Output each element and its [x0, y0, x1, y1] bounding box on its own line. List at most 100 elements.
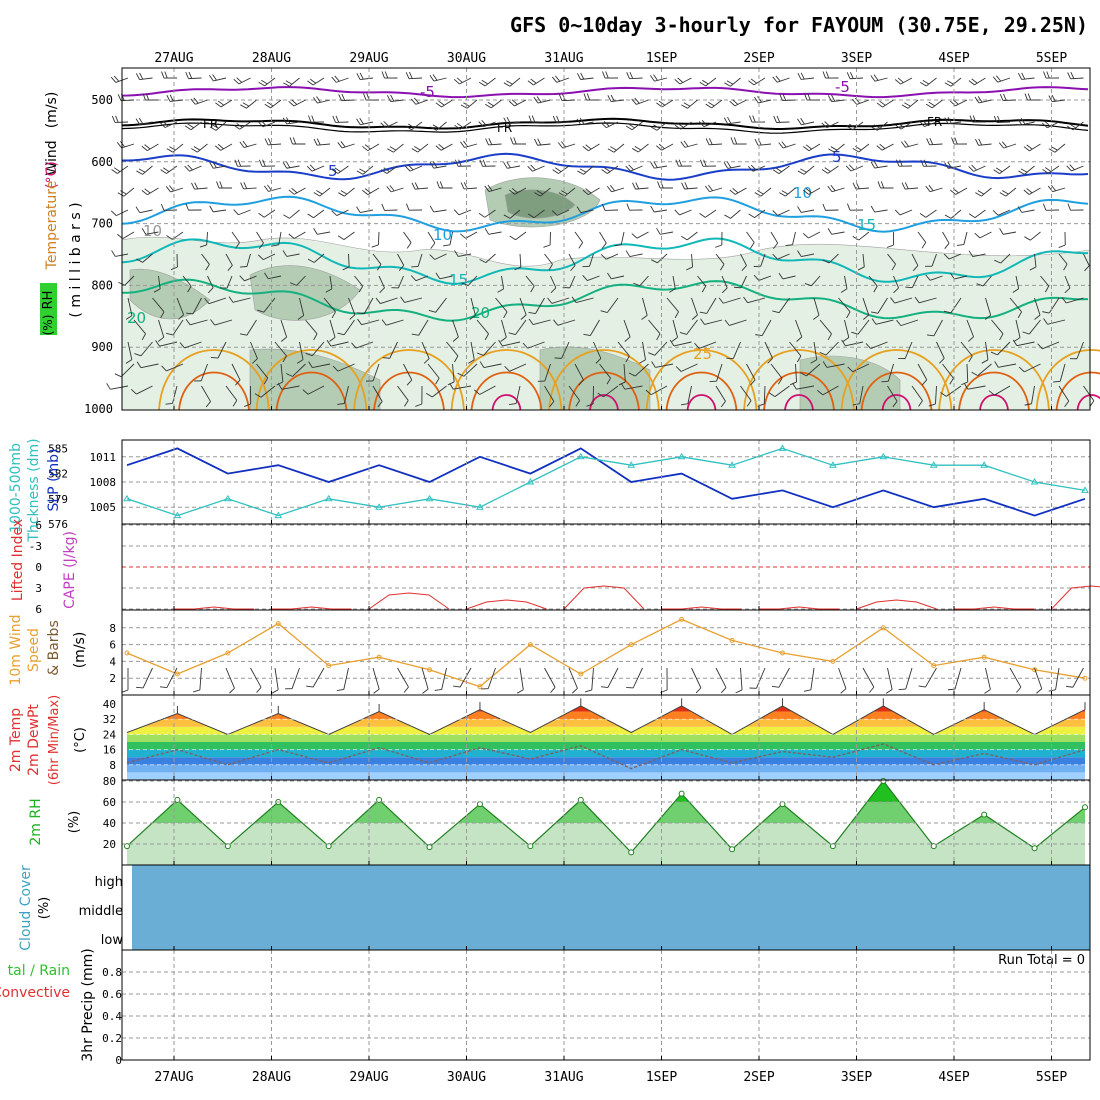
- wind-barb: [501, 275, 505, 289]
- wind-barb: [859, 385, 864, 404]
- contour-label: 10: [143, 222, 162, 240]
- wind-barb: [960, 341, 973, 357]
- wind-barb-flag: [332, 365, 339, 372]
- wind-barb: [397, 667, 409, 688]
- wind-barb: [620, 231, 625, 245]
- wind-barb-flag: [209, 205, 214, 213]
- wind-barb-flag: [292, 137, 297, 145]
- wind-barb-flag: [359, 168, 366, 173]
- thickness-series-line: [126, 447, 1086, 517]
- wind-barb: [225, 385, 238, 401]
- wind-barb-flag: [779, 93, 783, 101]
- wind-barb-flag: [571, 296, 577, 303]
- wind-barb: [449, 231, 453, 245]
- wind-barb-flag: [439, 181, 444, 189]
- rh2m-point: [930, 843, 937, 850]
- wind-barb-flag: [136, 361, 142, 368]
- wind-barb-flag: [963, 382, 969, 390]
- wind-barb: [465, 231, 478, 239]
- wind-barb-flag: [1020, 168, 1028, 173]
- wind-barb-flag: [582, 189, 589, 195]
- wind-barb-flag: [239, 141, 245, 148]
- wind-barb: [246, 319, 257, 336]
- wind-tick: 8: [109, 622, 116, 635]
- wind-barb: [1071, 165, 1084, 172]
- thickness-point: [778, 444, 787, 451]
- wind-barb: [514, 99, 527, 107]
- wind-barb-flag: [741, 265, 747, 272]
- wind-barb-flag: [536, 190, 544, 195]
- wind-barb: [875, 319, 894, 325]
- wind-barb: [280, 363, 284, 382]
- wind-barb-flag: [234, 159, 238, 167]
- wind-barb: [533, 209, 545, 219]
- wind-barb-flag: [547, 297, 553, 304]
- wind-barb-flag: [920, 159, 924, 167]
- wind-barb-flag: [313, 192, 321, 197]
- wind-barb-flag: [1017, 311, 1022, 319]
- wind-barb: [727, 121, 741, 125]
- wind-barb-flag: [533, 96, 539, 104]
- wind-barb-flag: [363, 93, 367, 101]
- wind-barb-flag: [805, 144, 812, 150]
- wind-barb: [599, 231, 607, 244]
- wind-barb-flag: [944, 117, 949, 124]
- wind-barb: [764, 341, 773, 359]
- wind-barb: [925, 209, 937, 218]
- wind-barb: [433, 165, 447, 169]
- wind-barb-flag: [285, 80, 293, 85]
- wind-barb-flag: [243, 182, 248, 189]
- wind-barb-flag: [914, 296, 920, 304]
- wind-barb: [687, 385, 692, 404]
- wind-barb-flag: [750, 78, 758, 84]
- wind-barb-flag: [1048, 148, 1056, 153]
- wind-barb-flag: [435, 102, 442, 108]
- wind-barb-flag: [776, 115, 781, 123]
- wind-barb: [654, 165, 668, 169]
- wind-barb-flag: [383, 167, 390, 172]
- wind-barb-flag: [111, 250, 116, 257]
- wind-barb-flag: [904, 182, 909, 189]
- wind-barb: [557, 319, 576, 326]
- wind-barb-flag: [628, 372, 636, 377]
- wind-barb: [533, 77, 545, 86]
- wind-barb: [458, 209, 472, 216]
- wind-barb: [121, 143, 135, 149]
- wind-barb: [729, 319, 747, 326]
- wind-barb-flag: [732, 99, 739, 105]
- wind-barb: [792, 231, 796, 245]
- wind-barb: [403, 231, 412, 243]
- wind-barb: [514, 187, 527, 195]
- wind-barb: [1058, 253, 1068, 265]
- wind-barb-flag: [356, 206, 361, 213]
- wind-barb-flag: [691, 314, 698, 320]
- wind-barb-flag: [618, 381, 626, 386]
- wind-barb-flag: [600, 122, 607, 128]
- wind-barb: [127, 297, 133, 316]
- wind-barb-flag: [971, 164, 977, 171]
- top-date-labels: 27AUG 28AUG 29AUG 30AUG 31AUG 1SEP 2SEP 3SEP 4SE…: [154, 51, 1067, 66]
- wind-barb-flag: [1024, 236, 1031, 241]
- wind-barb-flag: [895, 124, 902, 130]
- wind-barb-flag: [389, 146, 397, 151]
- wind-barb: [408, 77, 423, 80]
- wind-barb-flag: [895, 159, 900, 167]
- wind-barb: [623, 319, 631, 338]
- wind-barb: [147, 187, 159, 196]
- wind-barb: [935, 385, 937, 404]
- wind-barb-flag: [890, 297, 896, 304]
- wind-barb-flag: [376, 264, 382, 271]
- wind-barb-flag: [106, 383, 111, 390]
- wind10-series-line: [126, 618, 1086, 688]
- wind-barb: [580, 121, 594, 126]
- wind-barb: [418, 319, 429, 336]
- thickness-point: [879, 452, 888, 460]
- wind10-point: [225, 650, 231, 656]
- wind-barb: [723, 297, 741, 304]
- wind-barb: [930, 275, 943, 281]
- wind-barb-flag: [847, 203, 851, 211]
- wind-barb-flag: [1066, 125, 1074, 131]
- wind-barb-flag: [999, 192, 1007, 197]
- wind-barb: [120, 363, 135, 378]
- contour-35: [1076, 394, 1100, 411]
